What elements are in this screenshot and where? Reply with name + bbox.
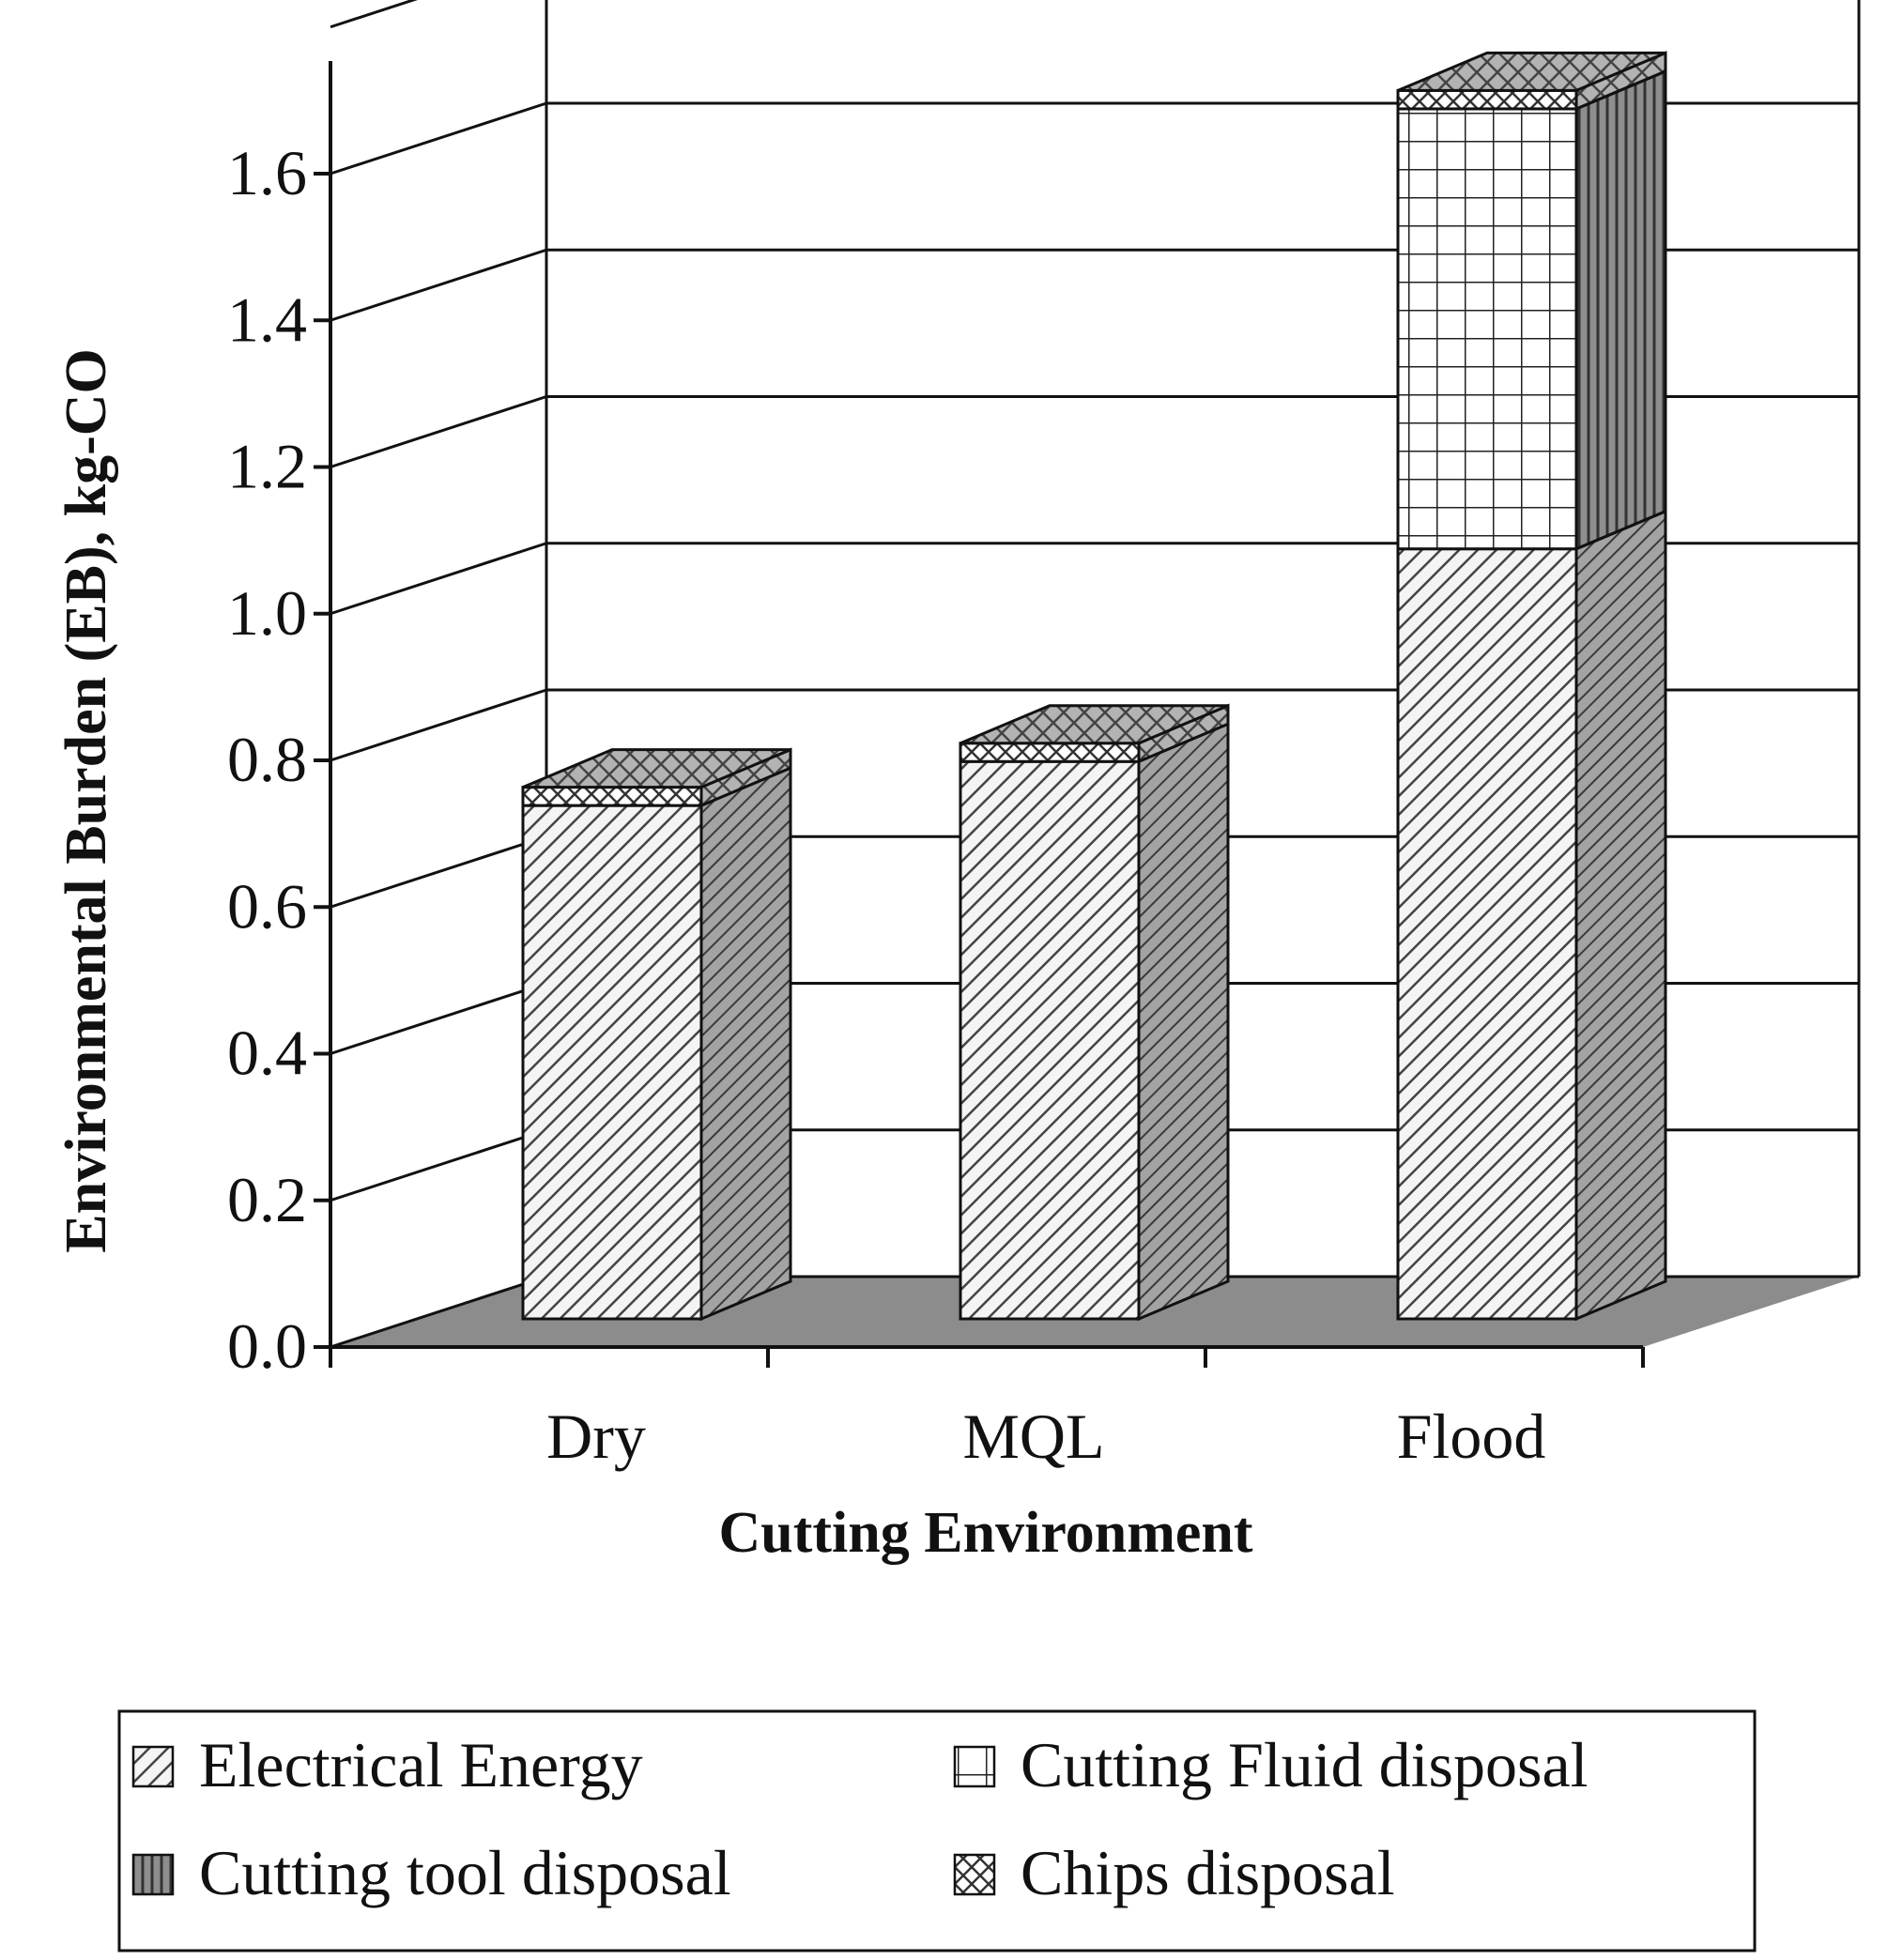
bar-segment-side <box>1574 509 1667 1322</box>
legend-entry: Chips disposal <box>1021 1837 1395 1908</box>
x-category-label: Dry <box>546 1401 646 1472</box>
y-tick-labels: 0.0 0.2 0.4 0.6 0.8 1.0 1.2 1.4 1.6 <box>227 137 307 1382</box>
x-category-label: MQL <box>962 1401 1104 1472</box>
side-gridline <box>330 1275 547 1349</box>
y-tick-label: 0.4 <box>227 1018 307 1089</box>
bar-top-face <box>522 748 791 789</box>
x-category-labels: Dry MQL Flood <box>546 1401 1545 1472</box>
axis-layer <box>314 61 1645 1368</box>
y-axis-title: Environmental Burden (EB), kg-CO <box>54 348 118 1252</box>
bar-segment-front <box>959 759 1141 1321</box>
x-axis-title: Cutting Environment <box>719 1501 1253 1565</box>
side-gridline <box>330 395 547 468</box>
legend-entry: Cutting Fluid disposal <box>1021 1729 1589 1800</box>
y-tick-label: 0.8 <box>227 724 307 795</box>
bar-top-face <box>1397 51 1666 92</box>
bar-segment-front <box>959 742 1141 763</box>
side-gridline <box>330 248 547 322</box>
legend-swatch <box>953 1853 996 1896</box>
legend-box <box>117 1709 1757 1952</box>
legend-swatch <box>953 1745 996 1788</box>
y-tick-label: 1.0 <box>227 577 307 649</box>
legend-entry: Electrical Energy <box>199 1729 643 1800</box>
y-tick-label: 1.2 <box>227 431 307 502</box>
side-gridline <box>330 1128 547 1202</box>
legend: Electrical Energy Cutting Fluid disposal… <box>117 1709 1757 1952</box>
bars-layer <box>521 51 1667 1322</box>
bar-segment-side <box>1574 69 1667 551</box>
y-tick-label: 1.6 <box>227 137 307 208</box>
bar-segment-front <box>521 804 703 1321</box>
legend-swatch <box>131 1745 175 1788</box>
bar-segment-front <box>1396 107 1578 551</box>
side-gridline <box>330 542 547 616</box>
legend-entry: Cutting tool disposal <box>199 1837 731 1908</box>
side-gridline <box>330 101 547 176</box>
bar-segment-front <box>1396 88 1578 111</box>
bar-segment-front <box>1396 547 1578 1321</box>
bar-segment-side <box>1137 721 1230 1322</box>
y-tick-label: 0.6 <box>227 870 307 942</box>
side-gridline <box>330 0 419 29</box>
side-gridline <box>330 982 547 1055</box>
bar-segment-front <box>521 786 703 807</box>
side-gridline <box>330 835 547 909</box>
side-gridline <box>330 688 547 762</box>
bar-segment-side <box>699 765 792 1322</box>
bar-top-face <box>959 704 1229 745</box>
legend-swatch <box>131 1853 175 1896</box>
y-tick-label: 0.0 <box>227 1310 307 1382</box>
x-category-label: Flood <box>1397 1401 1546 1472</box>
y-tick-label: 0.2 <box>227 1164 307 1235</box>
y-tick-label: 1.4 <box>227 283 307 355</box>
